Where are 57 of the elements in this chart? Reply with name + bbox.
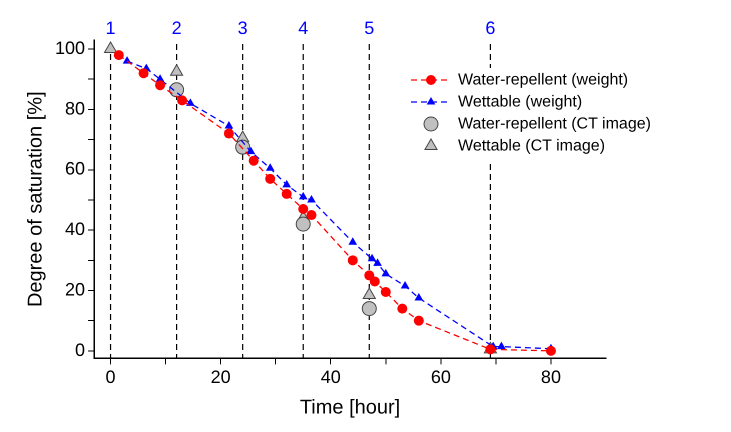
point (114, 50, 124, 60)
point (298, 204, 308, 214)
legend-label: Wettable (weight) (458, 93, 582, 110)
x-tick-label: 0 (106, 367, 116, 388)
legend-label: Water-repellent (CT image) (458, 115, 651, 132)
y-axis-title: Degree of saturation [%] (24, 91, 47, 308)
point (155, 80, 166, 90)
text: 2 (172, 18, 182, 38)
text: 4 (298, 18, 308, 38)
point (306, 210, 316, 220)
x-tick-label: 60 (430, 367, 451, 388)
legend-label: Wettable (CT image) (458, 137, 606, 154)
point (138, 68, 149, 78)
point (400, 280, 410, 288)
y-tick-label: 100 (54, 38, 86, 58)
point (170, 64, 184, 76)
point (497, 342, 506, 350)
point (246, 146, 256, 154)
point (362, 301, 377, 316)
point (348, 255, 358, 266)
point (368, 254, 376, 262)
text: 1 (106, 18, 116, 38)
point (266, 163, 275, 171)
point (104, 42, 118, 54)
x-tick-label: 40 (320, 367, 341, 388)
point (298, 192, 308, 200)
point (282, 188, 292, 199)
point (248, 156, 259, 166)
point (381, 268, 390, 276)
point (373, 258, 382, 266)
point (307, 194, 316, 202)
y-tick-label: 40 (65, 219, 86, 240)
legend-label: Water-repellent (weight) (458, 71, 628, 88)
point (265, 174, 276, 184)
point (362, 288, 376, 300)
point (348, 237, 358, 245)
y-tick-label: 20 (65, 279, 86, 300)
x-tick-label: 20 (210, 367, 231, 388)
text: 3 (238, 18, 248, 38)
y-tick-label: 80 (65, 98, 86, 118)
point (380, 287, 391, 298)
text: 6 (485, 18, 496, 38)
point (414, 293, 424, 301)
x-tick-label: 80 (540, 367, 561, 388)
text: 5 (364, 18, 374, 38)
point (282, 180, 292, 188)
point (370, 276, 380, 286)
point (296, 216, 311, 232)
point (177, 95, 188, 106)
point (224, 121, 234, 129)
point (414, 316, 424, 326)
point (224, 128, 234, 139)
point (397, 304, 408, 314)
y-tick-label: 60 (65, 158, 86, 179)
point (186, 98, 195, 106)
y-tick-label: 0 (75, 340, 86, 360)
x-axis-title: Time [hour] (300, 396, 400, 419)
